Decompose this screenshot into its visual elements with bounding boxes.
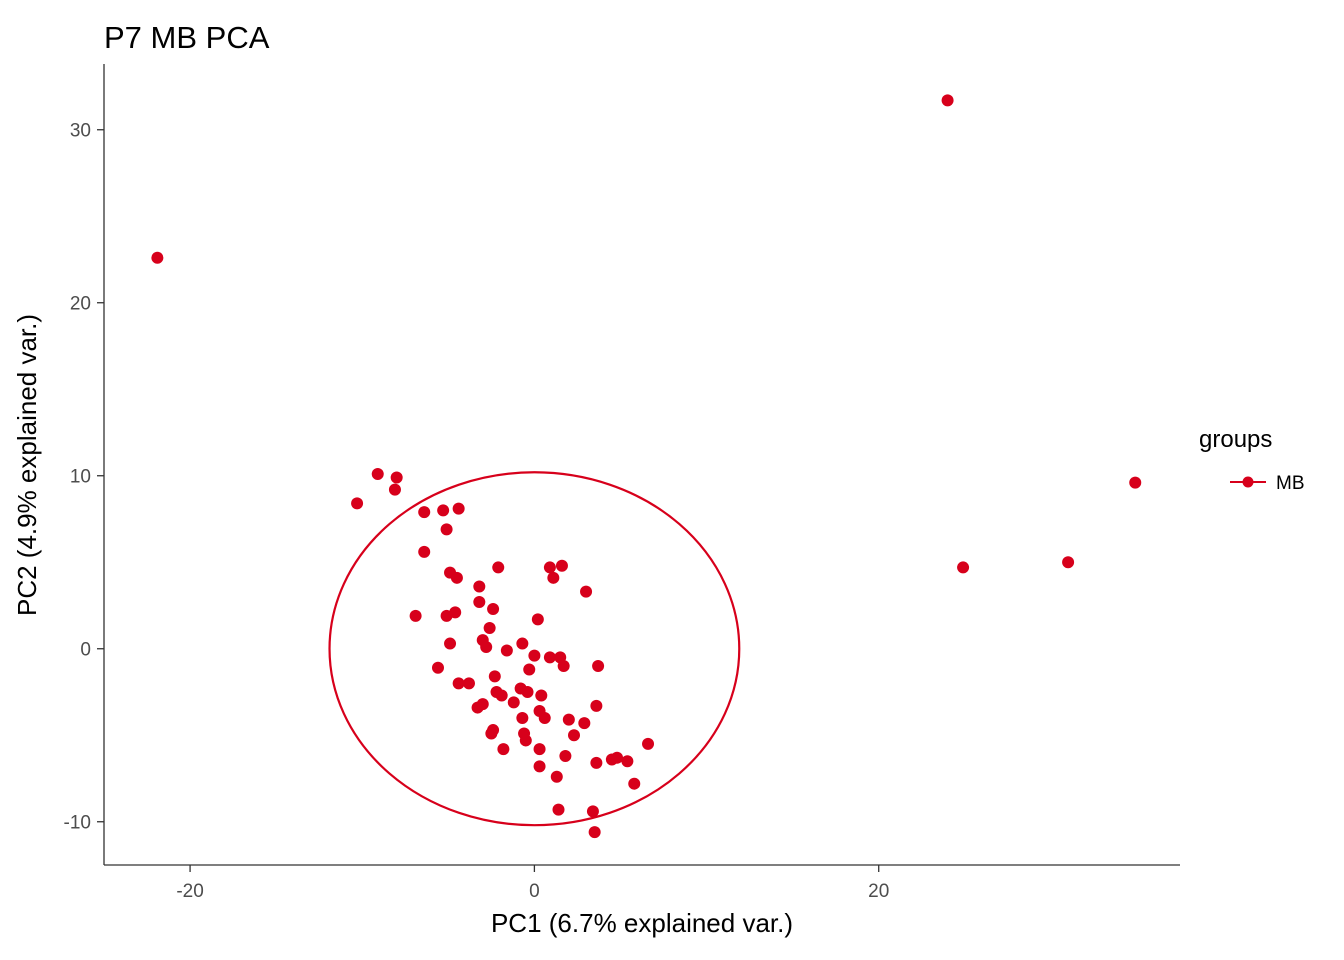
y-tick-label: 20: [70, 294, 91, 315]
x-ticks: -20 0 20: [176, 865, 889, 902]
data-point: [507, 696, 520, 709]
chart-title: P7 MB PCA: [104, 20, 270, 55]
legend-key-point: [1242, 476, 1254, 488]
data-point: [450, 571, 463, 584]
data-point: [418, 506, 431, 519]
data-point: [444, 637, 457, 650]
data-point: [488, 670, 501, 683]
data-point: [941, 94, 954, 107]
data-point: [521, 685, 534, 698]
y-ticks: -10 0 10 20 30: [64, 121, 104, 834]
data-point: [1129, 476, 1142, 489]
data-point: [538, 711, 551, 724]
y-tick-label: -10: [64, 813, 91, 834]
data-point: [485, 727, 498, 740]
data-point: [492, 561, 505, 574]
data-point: [437, 504, 450, 517]
y-axis-title: PC2 (4.9% explained var.): [12, 314, 42, 616]
data-point: [473, 580, 486, 593]
data-point: [471, 701, 484, 714]
data-point: [543, 651, 556, 664]
data-point: [151, 251, 164, 264]
data-point: [1062, 556, 1075, 569]
data-point: [440, 609, 453, 622]
data-point: [552, 803, 565, 816]
data-point: [371, 468, 384, 481]
data-point: [562, 713, 575, 726]
data-point: [533, 760, 546, 773]
ellipse-layer: [328, 471, 741, 827]
data-point: [531, 613, 544, 626]
data-point: [528, 649, 541, 662]
data-point: [533, 743, 546, 756]
data-point: [497, 743, 510, 756]
data-point: [547, 571, 560, 584]
data-point: [500, 644, 513, 657]
data-point: [592, 660, 605, 673]
data-point: [543, 561, 556, 574]
data-point: [580, 585, 593, 598]
data-point: [588, 826, 601, 839]
data-point: [480, 641, 493, 654]
y-tick-label: 0: [80, 640, 91, 661]
data-point: [621, 755, 634, 768]
data-point: [473, 596, 486, 609]
x-tick-label: 0: [529, 881, 540, 902]
data-point: [628, 777, 641, 790]
data-point: [555, 559, 568, 572]
data-point: [516, 637, 529, 650]
data-point: [519, 734, 532, 747]
y-tick-label: 10: [70, 467, 91, 488]
data-point: [516, 711, 529, 724]
data-point: [559, 750, 572, 763]
data-point: [586, 805, 599, 818]
legend: groups MB: [1199, 426, 1305, 494]
data-point: [523, 663, 536, 676]
legend-title: groups: [1199, 426, 1272, 453]
data-point: [440, 523, 453, 536]
legend-entry-mb: MB: [1276, 473, 1305, 494]
data-point: [535, 689, 548, 702]
x-tick-label: 20: [868, 881, 889, 902]
data-point: [642, 737, 655, 750]
data-point: [557, 660, 570, 673]
data-point: [418, 545, 431, 558]
data-point: [462, 677, 475, 690]
data-point: [388, 483, 401, 496]
data-point: [452, 502, 465, 515]
data-point: [590, 699, 603, 712]
data-point: [611, 751, 624, 764]
data-point: [431, 661, 444, 674]
points-layer: [151, 94, 1142, 839]
data-point: [957, 561, 970, 574]
x-axis-title: PC1 (6.7% explained var.): [491, 908, 793, 938]
data-point: [409, 609, 422, 622]
data-point: [567, 729, 580, 742]
data-point: [550, 770, 563, 783]
data-point: [452, 677, 465, 690]
confidence-ellipse: [328, 471, 741, 827]
data-point: [495, 689, 508, 702]
data-point: [578, 717, 591, 730]
data-point: [390, 471, 403, 484]
plot-area: -20 0 20 -10 0 10 20 30: [64, 64, 1180, 902]
x-tick-label: -20: [176, 881, 203, 902]
y-tick-label: 30: [70, 121, 91, 142]
data-point: [351, 497, 364, 510]
data-point: [487, 602, 500, 615]
data-point: [590, 756, 603, 769]
data-point: [483, 621, 496, 634]
